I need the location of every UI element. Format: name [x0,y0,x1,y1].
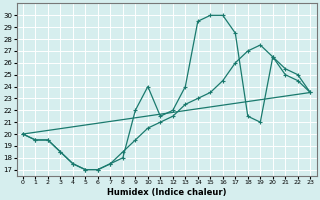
X-axis label: Humidex (Indice chaleur): Humidex (Indice chaleur) [107,188,226,197]
